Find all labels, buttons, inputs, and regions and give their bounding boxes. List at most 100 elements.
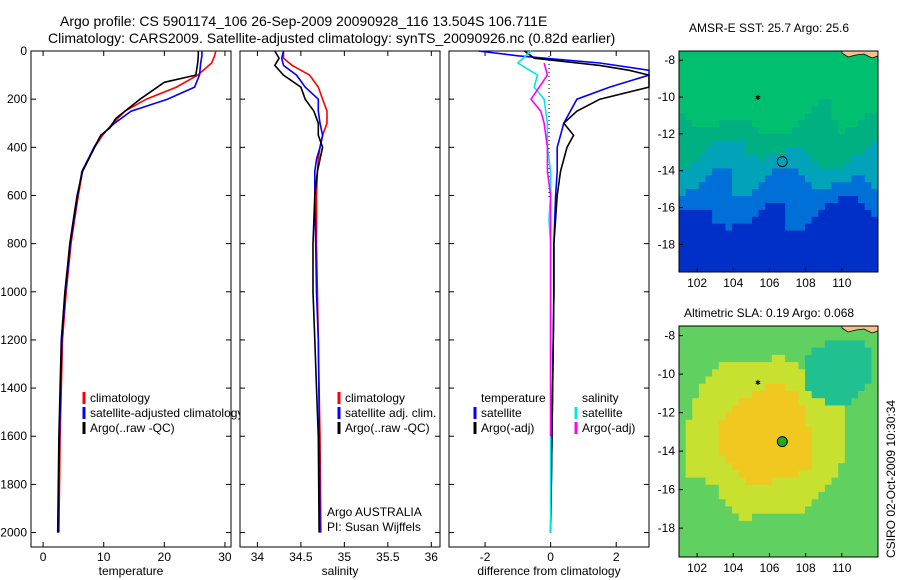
heatmap-cell: [838, 51, 846, 59]
heatmap-cell: [805, 326, 813, 334]
heatmap-cell: [791, 434, 799, 442]
heatmap-cell: [718, 405, 726, 414]
heatmap-cell: [864, 161, 872, 169]
heatmap-cell: [692, 51, 700, 59]
heatmap-cell: [824, 347, 833, 356]
heatmap-cell: [765, 99, 773, 107]
heatmap-cell: [871, 354, 879, 363]
heatmap-cell: [871, 120, 879, 128]
heatmap-cell: [732, 549, 740, 558]
heatmap-cell: [838, 434, 846, 442]
heatmap-cell: [732, 265, 740, 273]
heatmap-cell: [811, 528, 819, 536]
heatmap-cell: [871, 265, 879, 273]
heatmap-cell: [732, 251, 740, 259]
heatmap-cell: [811, 333, 819, 341]
heatmap-cell: [745, 223, 753, 232]
heatmap-cell: [765, 154, 773, 162]
heatmap-cell: [818, 244, 826, 252]
heatmap-cell: [778, 78, 786, 87]
heatmap-cell: [732, 520, 740, 529]
heatmap-cell: [712, 326, 720, 334]
heatmap-cell: [811, 499, 819, 507]
heatmap-cell: [791, 549, 799, 558]
heatmap-cell: [838, 78, 846, 87]
heatmap-cell: [871, 237, 879, 245]
heatmap-cell: [844, 216, 852, 225]
heatmap-cell: [725, 419, 733, 428]
heatmap-cell: [685, 85, 693, 93]
heatmap-cell: [858, 383, 866, 392]
heatmap-cell: [738, 71, 746, 80]
heatmap-cell: [751, 347, 760, 356]
heatmap-cell: [765, 265, 773, 273]
argo-program-label: Argo AUSTRALIA: [327, 505, 422, 519]
heatmap-cell: [685, 99, 693, 107]
heatmap-cell: [758, 463, 766, 471]
heatmap-cell: [824, 92, 833, 100]
heatmap-cell: [751, 78, 760, 87]
heatmap-cell: [698, 175, 707, 183]
heatmap-cell: [751, 175, 760, 183]
heatmap-cell: [725, 161, 733, 169]
heatmap-cell: [785, 347, 793, 356]
heatmap-cell: [864, 57, 872, 66]
heatmap-cell: [692, 499, 700, 507]
heatmap-cell: [692, 463, 700, 471]
heatmap-cell: [738, 258, 746, 266]
heatmap-cell: [851, 369, 859, 378]
heatmap-cell: [745, 244, 753, 252]
heatmap-cell: [698, 405, 707, 414]
heatmap-cell: [805, 182, 813, 190]
heatmap-cell: [771, 542, 779, 551]
heatmap-cell: [771, 154, 779, 162]
heatmap-cell: [791, 499, 799, 507]
heatmap-cell: [732, 161, 740, 169]
heatmap-cell: [871, 340, 879, 349]
heatmap-cell: [851, 182, 859, 190]
heatmap-cell: [785, 189, 793, 197]
heatmap-cell: [831, 154, 839, 162]
heatmap-cell: [805, 85, 813, 93]
heatmap-cell: [818, 64, 826, 73]
heatmap-cell: [824, 340, 833, 349]
heatmap-cell: [851, 383, 859, 392]
heatmap-cell: [818, 513, 826, 522]
heatmap-cell: [751, 223, 760, 232]
heatmap-cell: [765, 230, 773, 238]
heatmap-cell: [851, 168, 859, 176]
heatmap-cell: [692, 209, 700, 218]
heatmap-cell: [758, 244, 766, 252]
heatmap-cell: [718, 354, 726, 363]
heatmap-cell: [805, 412, 813, 421]
heatmap-cell: [698, 535, 707, 544]
heatmap-cell: [745, 340, 753, 349]
heatmap-cell: [732, 223, 740, 232]
heatmap-cell: [698, 99, 707, 107]
heatmap-cell: [732, 398, 740, 406]
heatmap-cell: [745, 441, 753, 450]
heatmap-cell: [751, 362, 760, 370]
heatmap-cell: [824, 51, 833, 59]
heatmap-cell: [771, 216, 779, 225]
heatmap-cell: [785, 390, 793, 399]
heatmap-cell: [811, 354, 819, 363]
heatmap-cell: [824, 99, 833, 107]
heatmap-cell: [858, 106, 866, 114]
heatmap-cell: [831, 434, 839, 442]
heatmap-cell: [811, 347, 819, 356]
heatmap-cell: [745, 362, 753, 370]
heatmap-cell: [824, 390, 833, 399]
heatmap-cell: [871, 419, 879, 428]
x-tick-label: 36: [425, 550, 439, 564]
heatmap-cell: [712, 230, 720, 238]
heatmap-cell: [785, 140, 793, 149]
heatmap-cell: [738, 506, 746, 515]
heatmap-cell: [791, 513, 799, 522]
heatmap-cell: [838, 216, 846, 225]
heatmap-cell: [818, 542, 826, 551]
heatmap-cell: [858, 484, 866, 493]
heatmap-cell: [791, 405, 799, 414]
heatmap-cell: [818, 161, 826, 169]
heatmap-cell: [712, 106, 720, 114]
